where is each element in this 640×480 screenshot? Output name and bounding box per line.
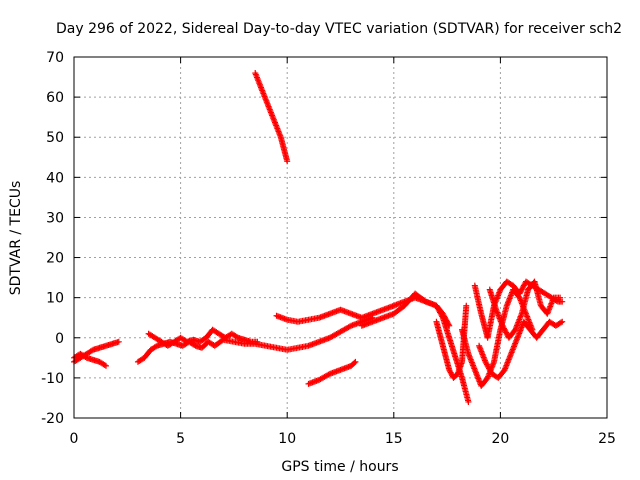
data-point — [463, 302, 470, 309]
series-track-l — [476, 318, 566, 381]
y-tick-label: 0 — [55, 331, 64, 347]
data-point — [439, 313, 446, 320]
data-point — [284, 158, 291, 165]
x-tick-label: 0 — [70, 431, 79, 447]
plot-frame — [73, 56, 608, 419]
data-point — [351, 359, 358, 366]
data-point — [465, 398, 472, 405]
y-tick-label: 30 — [46, 210, 64, 226]
chart-title: Day 296 of 2022, Sidereal Day-to-day VTE… — [56, 21, 622, 37]
y-tick-label: 70 — [46, 50, 64, 66]
y-tick-label: 60 — [46, 90, 64, 106]
series-track-e — [252, 70, 291, 165]
data-point — [115, 338, 122, 345]
grid-lines — [74, 57, 607, 418]
data-point — [559, 318, 566, 325]
x-tick-label: 25 — [598, 431, 616, 447]
data-point — [325, 371, 332, 378]
data-point — [254, 338, 261, 345]
y-tick-label: 50 — [46, 130, 64, 146]
x-tick-label: 20 — [491, 431, 509, 447]
y-tick-label: 20 — [46, 251, 64, 267]
series-track-j — [459, 286, 536, 389]
x-tick-label: 5 — [176, 431, 185, 447]
data-point — [346, 323, 353, 330]
data-point — [557, 319, 564, 326]
x-tick-label: 10 — [278, 431, 296, 447]
y-tick-label: 10 — [46, 291, 64, 307]
data-point — [101, 362, 108, 369]
x-axis-label: GPS time / hours — [281, 459, 398, 475]
y-tick-label: 40 — [46, 170, 64, 186]
series-track-i — [433, 302, 470, 381]
y-axis-label: SDTVAR / TECUs — [8, 181, 24, 296]
data-point — [557, 294, 564, 301]
series-track-d — [145, 326, 261, 349]
axis-ticks: 0 5 10 15 20 25 -20 -10 0 10 20 30 40 50 60 70 — [41, 50, 616, 447]
series-track-h — [358, 290, 472, 405]
series-track-g — [305, 358, 359, 387]
y-tick-label: -10 — [41, 371, 64, 387]
data-point — [102, 362, 109, 369]
data-point — [352, 358, 359, 365]
data-points — [71, 70, 566, 405]
y-tick-label: -20 — [41, 411, 64, 427]
series-track-m — [486, 278, 564, 341]
data-point — [559, 298, 566, 305]
x-tick-label: 15 — [385, 431, 403, 447]
